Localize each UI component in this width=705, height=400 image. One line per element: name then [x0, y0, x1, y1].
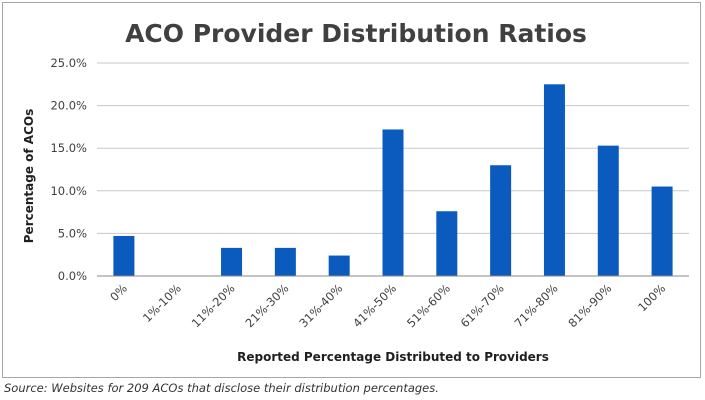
- x-tick-label: 11%-20%: [189, 281, 238, 330]
- x-axis-ticks: 0% 1%-10% 11%-20% 21%-30% 31%-40% 41%-50% 51%-…: [107, 281, 668, 330]
- bar-6: [436, 211, 458, 276]
- x-tick-label: 1%-10%: [140, 281, 184, 325]
- bar-9: [597, 145, 619, 276]
- y-axis-ticks: 0.0% 5.0% 10.0% 15.0% 20.0% 25.0%: [50, 56, 87, 283]
- x-tick-label: 71%-80%: [512, 281, 561, 330]
- y-tick-label: 15.0%: [50, 141, 87, 155]
- bar-2: [221, 247, 243, 276]
- x-tick-label: 21%-30%: [242, 281, 291, 330]
- x-axis-title: Reported Percentage Distributed to Provi…: [237, 350, 549, 364]
- bar-10: [651, 186, 673, 276]
- chart-title: ACO Provider Distribution Ratios: [125, 19, 587, 48]
- bar-4: [328, 255, 350, 276]
- y-axis-title: Percentage of ACOs: [22, 109, 36, 243]
- y-tick-label: 25.0%: [50, 56, 87, 70]
- x-tick-label: 100%: [635, 281, 668, 314]
- bar-3: [274, 247, 296, 276]
- x-tick-label: 81%-90%: [565, 281, 614, 330]
- x-tick-label: 31%-40%: [296, 281, 345, 330]
- y-tick-label: 10.0%: [50, 184, 87, 198]
- bar-chart: ACO Provider Distribution Ratios 0.0% 5.0…: [22, 19, 689, 364]
- bars: [113, 84, 673, 276]
- source-note: Source: Websites for 209 ACOs that discl…: [4, 381, 439, 395]
- x-tick-label: 41%-50%: [350, 281, 399, 330]
- x-tick-label: 0%: [107, 281, 130, 304]
- y-tick-label: 20.0%: [50, 99, 87, 113]
- chart-frame: ACO Provider Distribution Ratios 0.0% 5.0…: [2, 2, 701, 378]
- bar-0: [113, 235, 135, 276]
- y-tick-label: 5.0%: [58, 226, 87, 240]
- bar-5: [382, 129, 404, 276]
- y-tick-label: 0.0%: [58, 269, 87, 283]
- x-tick-label: 51%-60%: [404, 281, 453, 330]
- bar-7: [490, 165, 512, 276]
- x-tick-label: 61%-70%: [458, 281, 507, 330]
- bar-8: [543, 84, 565, 276]
